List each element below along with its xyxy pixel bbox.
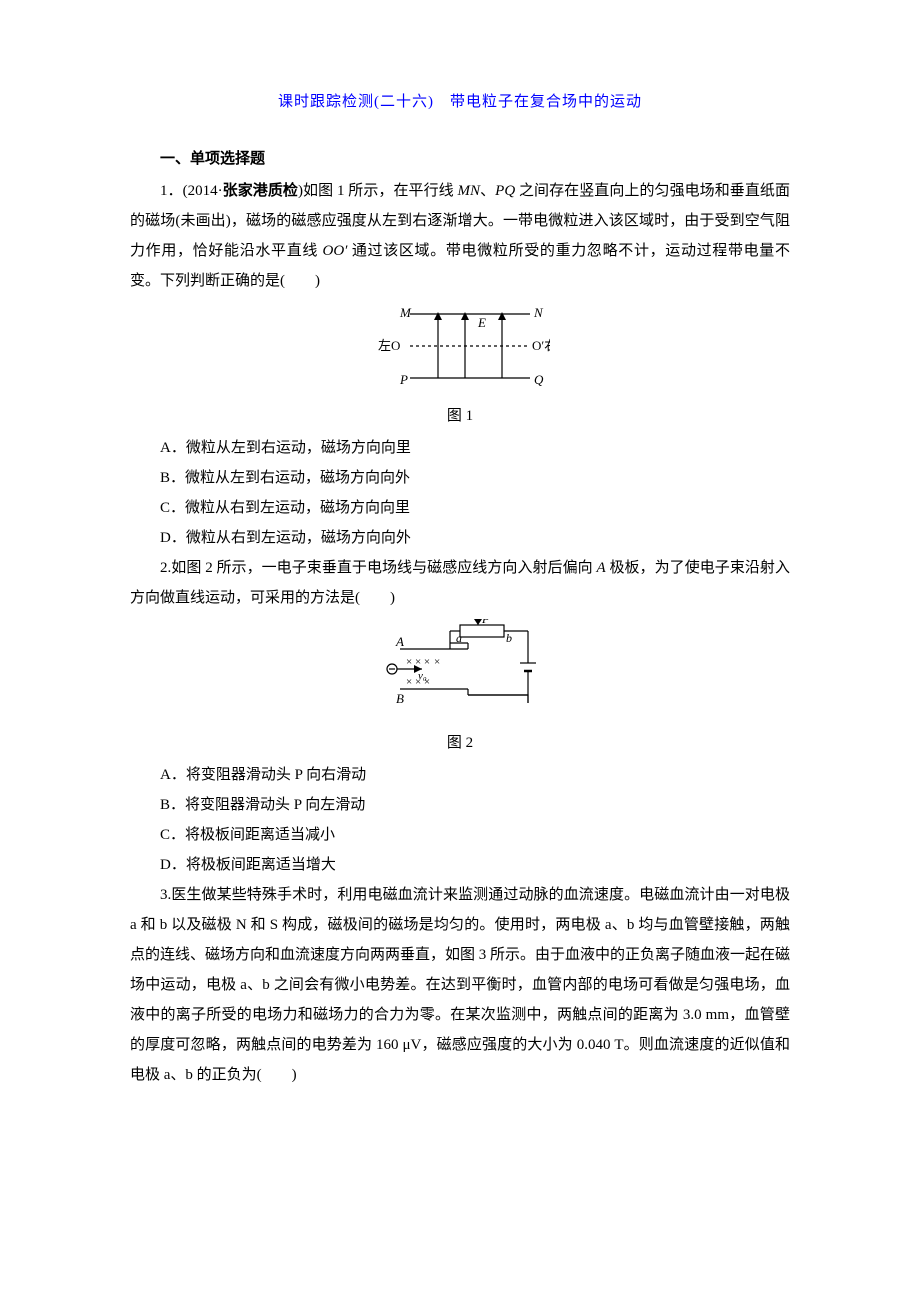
- section-heading: 一、单项选择题: [130, 147, 790, 168]
- q1-oo: OO′: [322, 243, 347, 259]
- figure-2-svg: × × × × × × × A B P a b v₀: [360, 619, 560, 724]
- fig1-E: E: [477, 315, 486, 330]
- fig1-leftO: 左O: [378, 338, 400, 353]
- figure-1-svg: M N P Q E 左O O′右: [370, 302, 550, 397]
- q2-A: A: [596, 560, 605, 576]
- q2-stem: 2.如图 2 所示，一电子束垂直于电场线与磁感应线方向入射后偏向 A 极板，为了…: [130, 553, 790, 613]
- figure-1-caption: 图 1: [130, 404, 790, 425]
- q2-opt-a: A．将变阻器滑动头 P 向右滑动: [130, 760, 790, 790]
- q1-opt-c: C．微粒从右到左运动，磁场方向向里: [130, 493, 790, 523]
- fig1-rightO: O′右: [532, 338, 550, 353]
- fig2-A: A: [395, 634, 404, 649]
- q1-stem: 1．(2014·张家港质检)如图 1 所示，在平行线 MN、PQ 之间存在竖直向…: [130, 176, 790, 296]
- q1-mn: MN: [458, 183, 481, 199]
- fig2-P: P: [481, 619, 490, 626]
- q1-opt-d: D．微粒从右到左运动，磁场方向向外: [130, 523, 790, 553]
- fig1-M: M: [399, 305, 412, 320]
- fig1-Q: Q: [534, 372, 544, 387]
- fig1-P: P: [399, 372, 408, 387]
- q1-pq: PQ: [495, 183, 515, 199]
- svg-text:× × ×: × × ×: [406, 656, 430, 668]
- svg-text:×: ×: [434, 656, 440, 668]
- q1-opt-b: B．微粒从左到右运动，磁场方向向外: [130, 463, 790, 493]
- page-title: 课时跟踪检测(二十六) 带电粒子在复合场中的运动: [130, 90, 790, 111]
- q2-opt-b-text: B．将变阻器滑动头 P 向左滑动: [160, 797, 365, 813]
- q2-opt-b: B．将变阻器滑动头 P 向左滑动: [130, 790, 790, 820]
- q1-stem-part1: 1．(2014·: [160, 183, 223, 199]
- q1-stem-part3: 、: [480, 183, 495, 199]
- fig2-a: a: [456, 631, 462, 645]
- q2-options: A．将变阻器滑动头 P 向右滑动 B．将变阻器滑动头 P 向左滑动 C．将极板间…: [130, 760, 790, 880]
- q1-source: 张家港质检: [223, 182, 298, 199]
- figure-1: M N P Q E 左O O′右 图 1: [130, 302, 790, 425]
- q1-stem-part2: )如图 1 所示，在平行线: [298, 183, 458, 199]
- q1-opt-a: A．微粒从左到右运动，磁场方向向里: [130, 433, 790, 463]
- q2-opt-a-text: A．将变阻器滑动头 P 向右滑动: [160, 767, 366, 783]
- fig1-N: N: [533, 305, 544, 320]
- q1-options: A．微粒从左到右运动，磁场方向向里 B．微粒从左到右运动，磁场方向向外 C．微粒…: [130, 433, 790, 553]
- q2-opt-d: D．将极板间距离适当增大: [130, 850, 790, 880]
- figure-2-caption: 图 2: [130, 731, 790, 752]
- fig2-v0: v₀: [418, 670, 427, 682]
- figure-2: × × × × × × × A B P a b v₀ 图 2: [130, 619, 790, 752]
- q2-opt-c: C．将极板间距离适当减小: [130, 820, 790, 850]
- fig2-B: B: [396, 691, 404, 706]
- q2-stem-part1: 2.如图 2 所示，一电子束垂直于电场线与磁感应线方向入射后偏向: [160, 560, 596, 576]
- q3-stem: 3.医生做某些特殊手术时，利用电磁血流计来监测通过动脉的血流速度。电磁血流计由一…: [130, 880, 790, 1090]
- fig2-b: b: [506, 631, 512, 645]
